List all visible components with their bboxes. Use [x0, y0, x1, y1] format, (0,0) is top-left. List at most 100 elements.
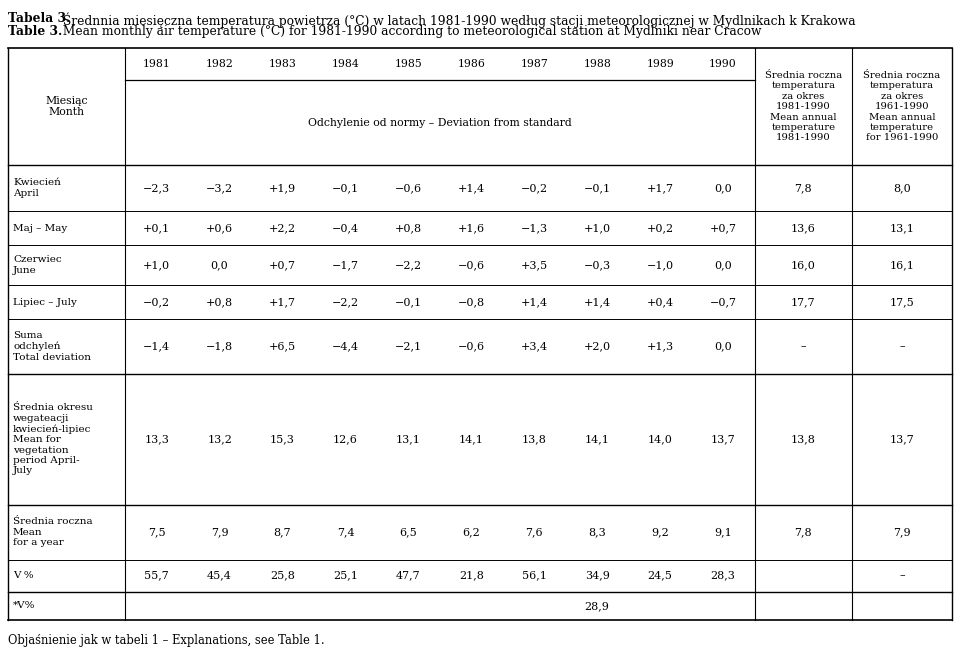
- Text: 7,9: 7,9: [211, 527, 228, 537]
- Text: 7,9: 7,9: [893, 527, 911, 537]
- Text: +1,7: +1,7: [269, 297, 296, 307]
- Text: –: –: [900, 342, 905, 351]
- Text: 1989: 1989: [646, 59, 674, 69]
- Text: 13,1: 13,1: [890, 223, 915, 233]
- Text: *V%: *V%: [13, 601, 36, 611]
- Text: 13,8: 13,8: [791, 434, 816, 445]
- Text: −1,0: −1,0: [646, 260, 674, 270]
- Text: 7,8: 7,8: [795, 527, 812, 537]
- Text: −1,4: −1,4: [143, 342, 170, 351]
- Text: 56,1: 56,1: [522, 571, 546, 581]
- Text: +3,4: +3,4: [520, 342, 548, 351]
- Text: +1,4: +1,4: [458, 183, 485, 193]
- Text: −2,2: −2,2: [395, 260, 422, 270]
- Text: 1985: 1985: [395, 59, 422, 69]
- Text: 25,8: 25,8: [270, 571, 295, 581]
- Text: +3,5: +3,5: [520, 260, 548, 270]
- Text: Lipiec – July: Lipiec – July: [13, 298, 77, 307]
- Text: Średnia okresu
wegateacji
kwiecień-lipiec
Mean for
vegetation
period April-
July: Średnia okresu wegateacji kwiecień-lipie…: [13, 404, 93, 475]
- Text: +1,6: +1,6: [458, 223, 485, 233]
- Text: +0,8: +0,8: [206, 297, 233, 307]
- Text: 1987: 1987: [520, 59, 548, 69]
- Text: 13,8: 13,8: [522, 434, 546, 445]
- Text: −0,8: −0,8: [458, 297, 485, 307]
- Text: −0,6: −0,6: [458, 342, 485, 351]
- Text: 0,0: 0,0: [714, 342, 732, 351]
- Text: 28,3: 28,3: [710, 571, 735, 581]
- Text: +0,2: +0,2: [646, 223, 674, 233]
- Text: Średnia roczna
temperatura
za okres
1981-1990
Mean annual
temperature
1981-1990: Średnia roczna temperatura za okres 1981…: [765, 71, 842, 142]
- Text: 17,7: 17,7: [791, 297, 816, 307]
- Text: +1,9: +1,9: [269, 183, 296, 193]
- Text: −3,2: −3,2: [206, 183, 233, 193]
- Text: +2,0: +2,0: [584, 342, 611, 351]
- Text: Średnia roczna
temperatura
za okres
1961-1990
Mean annual
temperature
for 1961-1: Średnia roczna temperatura za okres 1961…: [863, 71, 941, 142]
- Text: Średnnia miesięczna temperatura powietrza (°C) w latach 1981-1990 według stacji : Średnnia miesięczna temperatura powietrz…: [59, 12, 855, 27]
- Text: 13,2: 13,2: [207, 434, 232, 445]
- Text: 0,0: 0,0: [210, 260, 228, 270]
- Text: 16,0: 16,0: [791, 260, 816, 270]
- Text: −0,1: −0,1: [584, 183, 611, 193]
- Text: 6,2: 6,2: [463, 527, 480, 537]
- Text: −1,8: −1,8: [206, 342, 233, 351]
- Text: Maj – May: Maj – May: [13, 223, 67, 232]
- Text: 1983: 1983: [269, 59, 297, 69]
- Text: Tabela 3.: Tabela 3.: [8, 12, 70, 25]
- Text: 47,7: 47,7: [396, 571, 420, 581]
- Text: 13,1: 13,1: [396, 434, 420, 445]
- Text: +1,7: +1,7: [647, 183, 674, 193]
- Text: −1,3: −1,3: [520, 223, 548, 233]
- Text: −0,1: −0,1: [332, 183, 359, 193]
- Text: −4,4: −4,4: [332, 342, 359, 351]
- Text: 1984: 1984: [331, 59, 359, 69]
- Text: −1,7: −1,7: [332, 260, 359, 270]
- Text: +0,7: +0,7: [269, 260, 296, 270]
- Text: 7,6: 7,6: [525, 527, 543, 537]
- Text: 14,0: 14,0: [648, 434, 673, 445]
- Text: 14,1: 14,1: [585, 434, 610, 445]
- Text: −0,2: −0,2: [520, 183, 548, 193]
- Text: Miesiąc
Month: Miesiąc Month: [45, 96, 88, 118]
- Text: 8,3: 8,3: [588, 527, 606, 537]
- Text: 8,0: 8,0: [893, 183, 911, 193]
- Text: Czerwiec
June: Czerwiec June: [13, 255, 61, 275]
- Text: 13,7: 13,7: [710, 434, 735, 445]
- Text: 7,8: 7,8: [795, 183, 812, 193]
- Text: Średnia roczna
Mean
for a year: Średnia roczna Mean for a year: [13, 517, 92, 547]
- Text: −2,2: −2,2: [332, 297, 359, 307]
- Text: 1981: 1981: [143, 59, 171, 69]
- Text: 15,3: 15,3: [270, 434, 295, 445]
- Text: 0,0: 0,0: [714, 260, 732, 270]
- Text: –: –: [801, 342, 806, 351]
- Text: Table 3.: Table 3.: [8, 25, 62, 38]
- Text: −2,3: −2,3: [143, 183, 170, 193]
- Text: +0,8: +0,8: [395, 223, 422, 233]
- Text: +6,5: +6,5: [269, 342, 296, 351]
- Text: +2,2: +2,2: [269, 223, 296, 233]
- Text: 21,8: 21,8: [459, 571, 484, 581]
- Text: 1988: 1988: [584, 59, 612, 69]
- Text: +0,6: +0,6: [206, 223, 233, 233]
- Text: 7,4: 7,4: [337, 527, 354, 537]
- Text: 9,1: 9,1: [714, 527, 732, 537]
- Text: 14,1: 14,1: [459, 434, 484, 445]
- Text: 9,2: 9,2: [651, 527, 669, 537]
- Text: −0,3: −0,3: [584, 260, 611, 270]
- Text: −0,6: −0,6: [458, 260, 485, 270]
- Text: V %: V %: [13, 571, 34, 580]
- Text: −0,6: −0,6: [395, 183, 422, 193]
- Text: Kwiecień
April: Kwiecień April: [13, 178, 60, 198]
- Text: Objaśnienie jak w tabeli 1 – Explanations, see Table 1.: Objaśnienie jak w tabeli 1 – Explanation…: [8, 634, 324, 647]
- Text: −0,1: −0,1: [395, 297, 422, 307]
- Text: 34,9: 34,9: [585, 571, 610, 581]
- Text: +1,4: +1,4: [520, 297, 548, 307]
- Text: 6,5: 6,5: [399, 527, 418, 537]
- Text: 45,4: 45,4: [207, 571, 232, 581]
- Text: −0,2: −0,2: [143, 297, 170, 307]
- Text: +0,4: +0,4: [646, 297, 674, 307]
- Text: +0,7: +0,7: [709, 223, 736, 233]
- Text: 8,7: 8,7: [274, 527, 291, 537]
- Text: 17,5: 17,5: [890, 297, 915, 307]
- Text: Odchylenie od normy – Deviation from standard: Odchylenie od normy – Deviation from sta…: [308, 118, 572, 127]
- Text: 25,1: 25,1: [333, 571, 358, 581]
